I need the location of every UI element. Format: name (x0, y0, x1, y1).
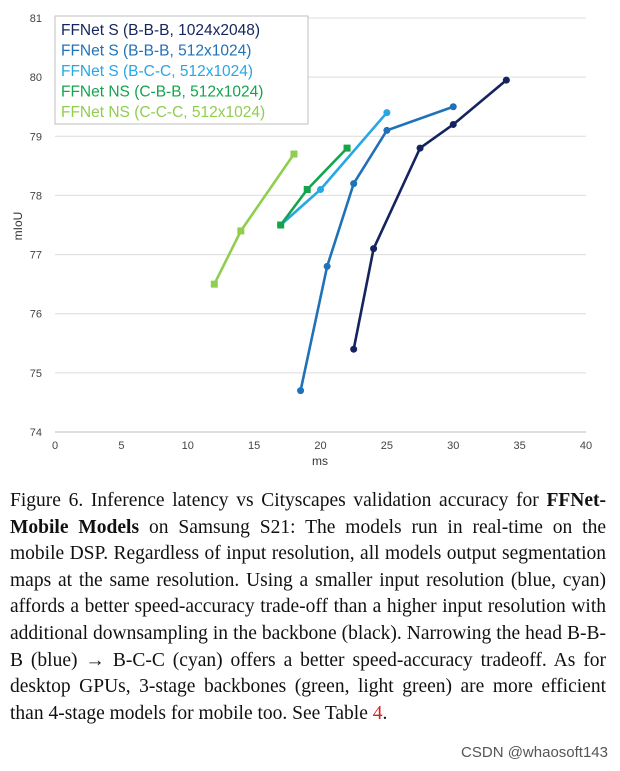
x-axis-ticks: 0 5 10 15 20 25 30 35 40 (52, 440, 592, 452)
x-tick-0: 0 (52, 440, 58, 452)
legend-entry-5: FFNet NS (C-C-C, 512x1024) (61, 104, 265, 121)
caption-bold: FFNet-Mobile Models (10, 490, 606, 538)
series-5-point-2 (237, 227, 245, 235)
series-2-point-2 (323, 262, 331, 270)
x-tick-20: 20 (314, 440, 326, 452)
x-tick-10: 10 (182, 440, 194, 452)
series-group (210, 76, 510, 395)
x-tick-30: 30 (447, 440, 459, 452)
x-tick-40: 40 (580, 440, 592, 452)
y-tick-77: 77 (30, 250, 42, 262)
series-3 (277, 109, 391, 229)
x-tick-35: 35 (514, 440, 526, 452)
caption-end: . (382, 702, 388, 724)
series-2-point-3 (350, 180, 358, 188)
series-5-line (213, 153, 296, 285)
legend-entry-1: FFNet S (B-B-B, 1024x2048) (61, 22, 260, 39)
series-1 (350, 76, 510, 353)
series-3-line (279, 111, 388, 226)
series-1-point-4 (449, 120, 457, 128)
y-axis-ticks: 74 75 76 77 78 79 80 81 (30, 13, 42, 439)
y-tick-74: 74 (30, 427, 42, 439)
series-2-point-5 (449, 103, 457, 111)
series-4-point-2 (303, 186, 311, 194)
series-5-point-3 (290, 150, 298, 158)
series-2 (297, 103, 457, 395)
series-1-point-2 (370, 245, 378, 253)
series-4 (277, 144, 351, 229)
y-axis-label: mIoU (11, 212, 25, 241)
latency-vs-miou-chart: 74 75 76 77 78 79 80 81 0 5 10 15 20 25 30 35 40 ms mIo… (11, 13, 592, 468)
legend-entry-4: FFNet NS (C-B-B, 512x1024) (61, 84, 263, 101)
figure-caption: Figure 6. Inference latency vs Cityscape… (10, 488, 606, 727)
caption-body: on Samsung S21: The models run in real-t… (10, 516, 607, 724)
series-4-point-3 (343, 144, 351, 152)
series-5-point-1 (210, 280, 218, 288)
y-tick-79: 79 (30, 131, 42, 143)
legend-entry-2: FFNet S (B-B-B, 512x1024) (61, 43, 251, 60)
y-tick-75: 75 (30, 368, 42, 380)
legend-entry-3: FFNet S (B-C-C, 512x1024) (61, 63, 253, 80)
series-4-point-1 (277, 221, 285, 229)
series-1-point-1 (350, 345, 358, 353)
y-tick-81: 81 (30, 13, 42, 25)
y-tick-76: 76 (30, 309, 42, 321)
x-tick-25: 25 (381, 440, 393, 452)
series-3-point-3 (383, 109, 391, 117)
x-tick-15: 15 (248, 440, 260, 452)
series-2-point-4 (383, 126, 391, 134)
watermark: CSDN @whaosoft143 (461, 744, 608, 761)
table-reference-link[interactable]: 4 (372, 702, 383, 724)
series-1-point-5 (502, 76, 510, 84)
caption-label: Figure 6. Inference latency vs Cityscape… (10, 490, 547, 511)
series-3-point-2 (317, 186, 324, 194)
legend: FFNet S (B-B-B, 1024x2048) FFNet S (B-B-B… (54, 15, 309, 125)
y-tick-80: 80 (30, 72, 42, 84)
legend-box (54, 15, 309, 125)
y-tick-78: 78 (30, 190, 42, 202)
series-1-line (352, 79, 508, 350)
series-1-point-3 (416, 144, 424, 152)
x-axis-label: ms (312, 454, 328, 468)
x-tick-5: 5 (118, 440, 124, 452)
series-2-point-1 (297, 387, 305, 395)
series-5 (210, 150, 298, 288)
